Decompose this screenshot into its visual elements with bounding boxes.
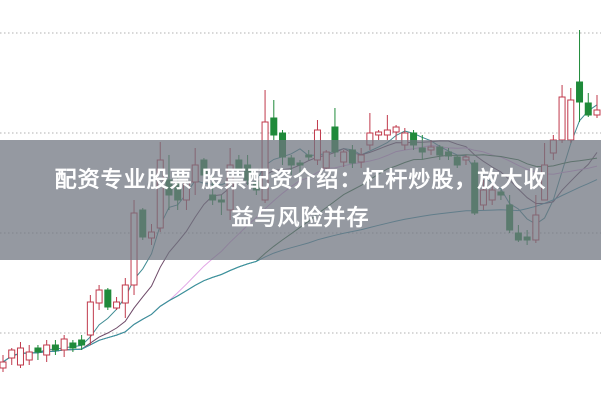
article-title: 配资专业股票 股票配资介绍：杠杆炒股，放大收 益与风险并存 [0,162,601,238]
candle-up [86,301,94,336]
candle-down [104,289,112,308]
candle-down [584,102,592,116]
candle-up [0,361,7,369]
title-overlay-band [0,140,601,260]
candle-up [593,109,601,116]
candle-up [392,126,400,133]
candle-up [558,96,566,141]
candle-down [34,347,42,353]
candle-up [121,284,129,304]
candle-down [51,344,59,351]
candle-up [95,289,103,304]
title-line-2: 益与风险并存 [231,206,370,231]
candle-up [43,344,51,356]
candle-up [113,301,121,309]
candle-up [16,347,24,366]
candle-up [60,338,68,351]
candle-down [78,339,86,346]
candle-down [69,342,77,349]
candle-up [8,349,16,359]
candle-up [375,131,383,136]
candle-up [25,351,33,361]
candle-up [383,129,391,136]
candle-down [270,117,278,136]
candle-up [567,99,575,141]
title-line-1: 配资专业股票 股票配资介绍：杠杆炒股，放大收 [54,168,547,193]
candle-down [576,81,584,103]
